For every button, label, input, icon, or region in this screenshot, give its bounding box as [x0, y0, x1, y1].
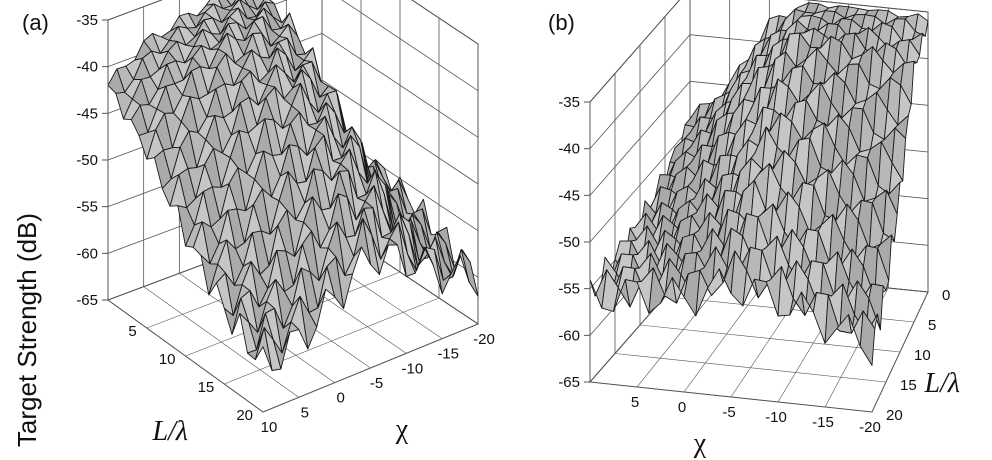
l-tick-label: 10	[159, 351, 176, 368]
chi-tick-label: -5	[370, 375, 383, 392]
l-axis-title: L/λ	[924, 368, 960, 399]
l-tick-label: 20	[886, 407, 903, 424]
chi-tick-label: 5	[301, 404, 309, 421]
l-tick-label: 10	[914, 347, 931, 364]
l-tick-label: 5	[928, 317, 936, 334]
chi-tick-label: -20	[859, 419, 881, 436]
z-tick-label: -35	[76, 12, 98, 29]
z-tick-label: -65	[76, 292, 98, 309]
chi-axis-title: χ	[395, 414, 409, 445]
chi-tick-label: -20	[473, 331, 495, 348]
chi-tick-label: 10	[261, 419, 278, 436]
z-tick-label: -60	[558, 327, 580, 344]
floor-grid-line	[262, 323, 479, 413]
panel-label-b: (b)	[548, 10, 575, 35]
l-tick-label: 15	[198, 379, 215, 396]
l-tick-label: 5	[128, 323, 136, 340]
grid-line	[411, 0, 479, 45]
l-tick-label: 20	[236, 407, 253, 424]
z-tick-label: -50	[76, 152, 98, 169]
z-tick-label: -60	[76, 245, 98, 262]
surface-cell	[859, 310, 876, 366]
l-tick-label: 0	[942, 287, 950, 304]
chi-tick-label: -10	[765, 409, 787, 426]
y-axis-title: Target Strength (dB)	[12, 213, 42, 447]
chi-tick-label: -15	[812, 414, 834, 431]
l-axis-title: L/λ	[152, 416, 188, 447]
z-tick-label: -55	[76, 199, 98, 216]
z-tick-label: -65	[558, 374, 580, 391]
floor-grid-line	[639, 324, 901, 353]
z-tick-label: -40	[558, 141, 580, 158]
chi-tick-label: -5	[722, 404, 735, 421]
z-tick-label: -35	[558, 94, 580, 111]
chi-tick-label: -15	[437, 346, 459, 363]
chi-tick-label: 5	[631, 394, 639, 411]
chi-axis-title: χ	[693, 428, 707, 459]
z-tick-label: -55	[558, 281, 580, 298]
chi-tick-label: -10	[401, 360, 423, 377]
l-tick-label: 15	[900, 377, 917, 394]
z-tick-label: -45	[76, 105, 98, 122]
floor-grid-line	[589, 381, 873, 413]
surface-cell	[254, 327, 273, 371]
panel-label-a: (a)	[22, 10, 49, 35]
floor-grid-line	[614, 353, 887, 383]
chi-tick-label: 0	[678, 399, 686, 416]
z-tick-label: -45	[558, 187, 580, 204]
z-tick-label: -40	[76, 59, 98, 76]
z-tick-label: -50	[558, 234, 580, 251]
chi-tick-label: 0	[336, 390, 344, 407]
floor-grid-line	[224, 297, 440, 385]
